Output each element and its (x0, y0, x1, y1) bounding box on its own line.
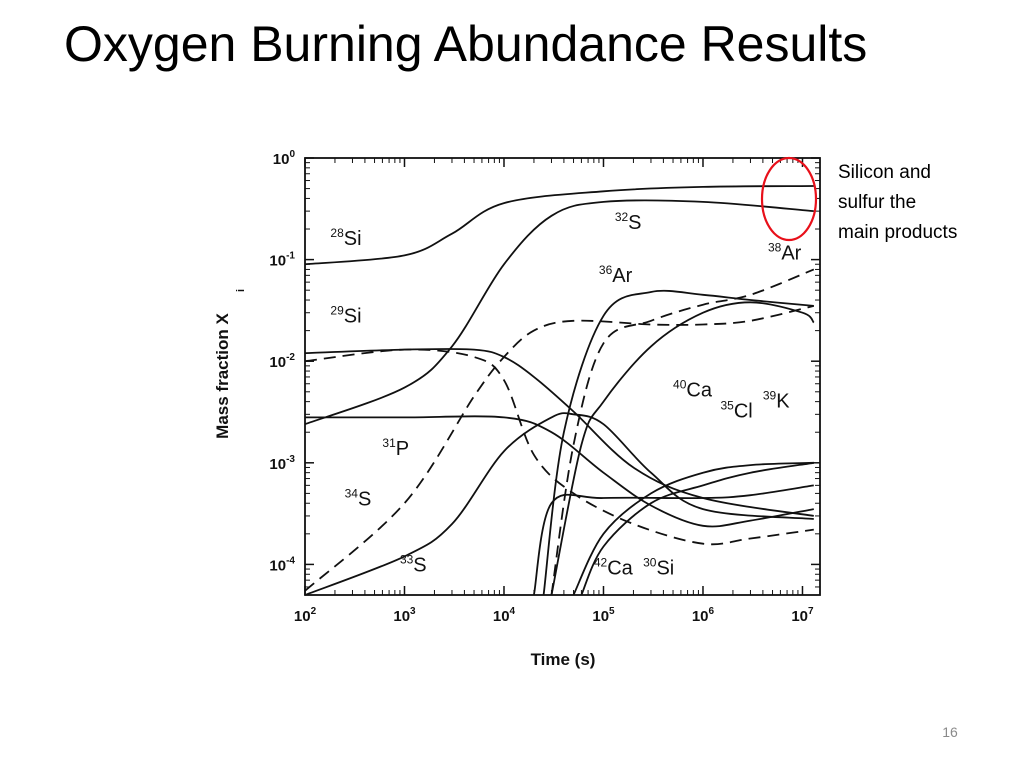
y-tick-label: 10-3 (269, 454, 295, 473)
series-label-42Ca: 42Ca (594, 555, 634, 579)
x-tick-label: 107 (791, 606, 814, 625)
series-curve-29Si (304, 348, 814, 517)
series-curve-36Ar (542, 289, 814, 596)
series-curve-33S (304, 412, 814, 596)
x-axis-title: Time (s) (531, 650, 596, 669)
series-layer (304, 185, 815, 596)
series-label-31P: 31P (382, 436, 409, 460)
series-label-28Si: 28Si (330, 226, 361, 250)
series-label-32S: 32S (615, 210, 642, 234)
series-curve-34S (304, 305, 815, 592)
axis-ticks: 102 103 104 105 106 107 100 10-1 10-2 10-3 10-4 (269, 149, 820, 625)
series-label-35Cl: 35Cl (721, 398, 753, 422)
series-curve-28Si (304, 185, 814, 266)
series-curve-38Ar (550, 268, 815, 596)
series-curve-42Ca (580, 461, 814, 596)
slide-title: Oxygen Burning Abundance Results (64, 16, 868, 72)
y-tick-label: 10-1 (269, 251, 295, 270)
series-label-39K: 39K (763, 389, 790, 413)
series-curve-35Cl (533, 484, 814, 596)
series-curve-30Si (304, 348, 814, 546)
annotation-line: main products (838, 222, 958, 243)
page-number: 16 (942, 724, 958, 740)
series-curve-40Ca (550, 301, 815, 596)
highlight-circle (760, 156, 818, 242)
series-label-38Ar: 38Ar (768, 241, 802, 265)
series-curve-39K (572, 461, 814, 596)
y-axis-title: Mass fraction X (213, 313, 232, 439)
annotation-line: sulfur the (838, 192, 917, 213)
x-tick-label: 102 (294, 606, 317, 625)
annotation-text: Silicon and sulfur the main products (838, 158, 1018, 248)
y-axis-title-subscript: i (235, 289, 247, 292)
series-label-29Si: 29Si (330, 304, 361, 328)
y-tick-label: 100 (273, 149, 296, 168)
series-label-36Ar: 36Ar (599, 263, 633, 287)
series-label-40Ca: 40Ca (673, 377, 713, 401)
series-label-33S: 33S (400, 553, 427, 577)
series-label-30Si: 30Si (643, 555, 674, 579)
x-tick-label: 103 (393, 606, 416, 625)
x-tick-label: 104 (493, 606, 516, 625)
annotation-line: Silicon and (838, 162, 931, 183)
series-label-34S: 34S (345, 487, 372, 511)
x-tick-label: 106 (692, 606, 715, 625)
y-tick-label: 10-4 (269, 555, 295, 574)
series-labels: 28Si 32S 38Ar 36Ar 29Si 31P 40Ca 35Cl 39K 34S 33S 4… (330, 210, 801, 579)
plot-frame (304, 157, 821, 596)
x-tick-label: 105 (592, 606, 615, 625)
series-curve-32S (304, 199, 814, 426)
series-curve-31P (304, 415, 814, 528)
y-tick-label: 10-2 (269, 352, 295, 371)
